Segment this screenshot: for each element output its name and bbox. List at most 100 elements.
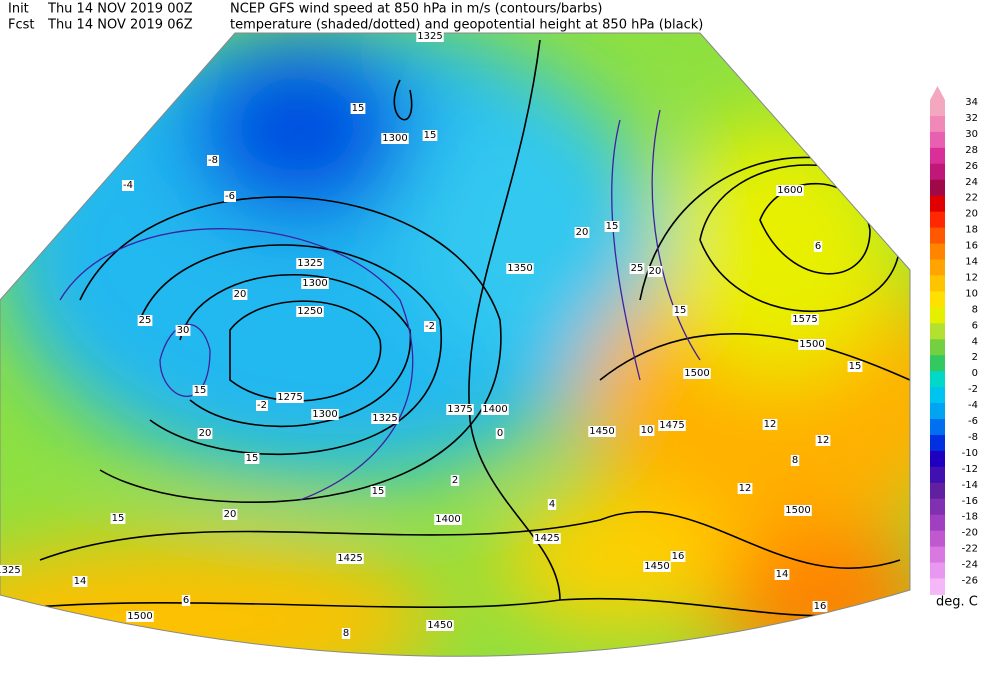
colorbar-swatch — [930, 307, 945, 324]
colorbar-swatch — [930, 578, 945, 595]
height-label: 1325 — [372, 413, 397, 424]
label-bg — [812, 601, 828, 612]
label-bg — [424, 321, 436, 332]
label-bg — [207, 155, 219, 166]
height-label: 1475 — [659, 420, 684, 431]
temp-label: 6 — [183, 595, 189, 606]
colorbar-label: -12 — [962, 464, 978, 475]
temp-label: -4 — [123, 180, 133, 191]
label-bg — [301, 278, 329, 289]
label-bg — [296, 306, 324, 317]
map-border — [0, 32, 911, 657]
wind-label: 15 — [424, 130, 437, 141]
temp-label: 10 — [641, 425, 654, 436]
colorbar-swatch — [930, 195, 945, 213]
wind-label: 15 — [372, 486, 385, 497]
label-bg — [658, 420, 686, 431]
colorbar-label: 4 — [972, 336, 978, 347]
label-bg — [629, 263, 645, 274]
colorbar-swatch — [930, 355, 945, 372]
init-label: Init — [8, 2, 29, 17]
temp-label: 8 — [792, 455, 798, 466]
temp-label: 4 — [549, 499, 555, 510]
colorbar-swatch — [930, 482, 945, 500]
label-bg — [774, 569, 790, 580]
colorbar-label: 26 — [965, 161, 978, 172]
colorbar-label: 12 — [965, 272, 978, 283]
colorbar-swatch — [930, 211, 945, 229]
label-bg — [256, 400, 268, 411]
label-bg — [336, 553, 364, 564]
height-label: 1300 — [382, 133, 407, 144]
colorbar-label: 10 — [965, 288, 978, 299]
colorbar-label: 22 — [965, 193, 978, 204]
wind-label: 15 — [246, 453, 259, 464]
label-bg — [197, 428, 213, 439]
label-bg — [426, 620, 454, 631]
wind-label: 30 — [177, 325, 190, 336]
temp-label: 12 — [764, 419, 777, 430]
label-bg — [533, 533, 561, 544]
fcst-label: Fcst — [8, 18, 35, 33]
wind-label: 25 — [631, 263, 644, 274]
label-bg — [790, 455, 800, 466]
temp-label: 0 — [497, 428, 503, 439]
colorbar-swatch — [930, 387, 945, 404]
wind-label: 15 — [112, 513, 125, 524]
label-bg — [574, 227, 590, 238]
label-bg — [672, 305, 688, 316]
colorbar-swatch — [930, 147, 945, 165]
height-label: 1500 — [127, 611, 152, 622]
wind-label: 20 — [199, 428, 212, 439]
temp-label: -6 — [225, 191, 235, 202]
temp-label: 14 — [74, 576, 87, 587]
label-bg — [791, 314, 819, 325]
colorbar-label: -26 — [962, 576, 978, 587]
label-bg — [416, 31, 444, 42]
height-label: 1325 — [417, 31, 442, 42]
temp-label: 16 — [814, 601, 827, 612]
colorbar-label: 2 — [972, 352, 978, 363]
fcst-time: Thu 14 NOV 2019 06Z — [47, 18, 193, 33]
colorbar-swatch — [930, 450, 945, 468]
temp-label: 6 — [815, 241, 821, 252]
height-label: 1450 — [427, 620, 452, 631]
label-bg — [422, 130, 438, 141]
colorbar-swatch — [930, 323, 945, 340]
height-label: 1300 — [302, 278, 327, 289]
height-label: 1400 — [435, 514, 460, 525]
wind-label: 15 — [674, 305, 687, 316]
label-bg — [737, 483, 753, 494]
colorbar-label: -16 — [962, 496, 978, 507]
label-bg — [276, 392, 304, 403]
colorbar-label: 30 — [965, 129, 978, 140]
colorbar-unit: deg. C — [936, 595, 978, 610]
colorbar-swatch — [930, 403, 945, 420]
colorbar: 3432302826242220181614121086420-2-4-6-8-… — [930, 86, 978, 595]
label-bg — [670, 551, 686, 562]
colorbar-swatch — [930, 530, 945, 548]
label-bg — [110, 513, 126, 524]
colorbar-swatch — [930, 163, 945, 181]
temp-label: 12 — [739, 483, 752, 494]
label-bg — [126, 611, 154, 622]
temp-label: -2 — [257, 400, 267, 411]
wind-label: 15 — [352, 103, 365, 114]
label-bg — [371, 413, 399, 424]
wind-label: 15 — [194, 385, 207, 396]
title-line2: temperature (shaded/dotted) and geopoten… — [230, 18, 703, 33]
colorbar-swatch — [930, 259, 945, 276]
label-bg — [72, 576, 88, 587]
height-label: 1500 — [785, 505, 810, 516]
label-bg — [341, 628, 351, 639]
label-bg — [222, 509, 238, 520]
label-bg — [776, 185, 804, 196]
height-label: 1325 — [0, 565, 21, 576]
colorbar-label: 8 — [972, 304, 978, 315]
label-bg — [370, 486, 386, 497]
label-bg — [137, 315, 153, 326]
colorbar-label: 0 — [972, 368, 978, 379]
label-bg — [481, 404, 509, 415]
height-label: 1450 — [644, 561, 669, 572]
